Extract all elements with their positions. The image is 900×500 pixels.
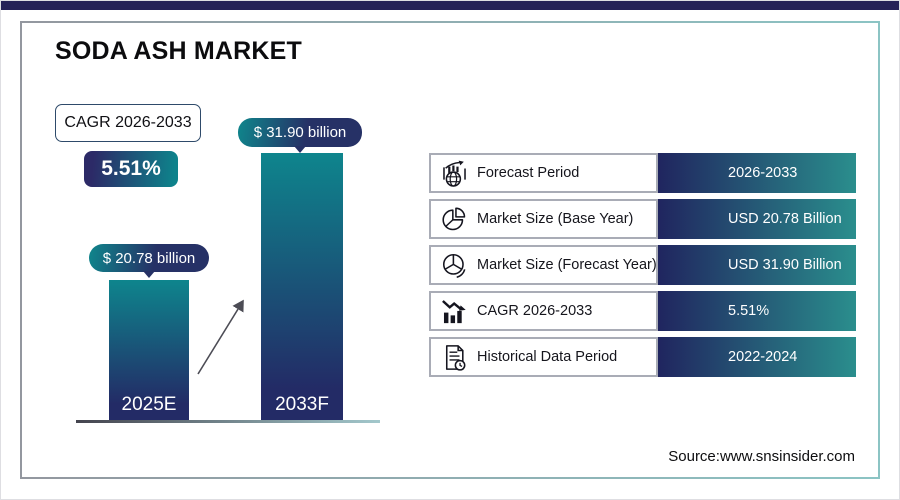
pie-chart-icon (431, 204, 477, 235)
document-clock-icon (431, 342, 477, 373)
table-value-cell: 5.51% (658, 291, 856, 331)
table-value-cell: USD 31.90 Billion (658, 245, 856, 285)
table-row-label: Market Size (Forecast Year) (477, 257, 657, 273)
bar-value-callout-2033: $ 31.90 billion (238, 118, 362, 147)
table-value-cell: 2026-2033 (658, 153, 856, 193)
cagr-period-label: CAGR 2026-2033 (64, 114, 192, 131)
table-label-cell: CAGR 2026-2033 (429, 291, 658, 331)
bar-value-callout-2025: $ 20.78 billion (89, 244, 209, 272)
chart-baseline (76, 420, 380, 423)
cagr-value-text: 5.51% (101, 157, 161, 180)
table-row-label: Market Size (Base Year) (477, 211, 634, 227)
bar-2033: 2033F (261, 153, 343, 421)
bar-value-text-2025: $ 20.78 billion (102, 249, 196, 267)
table-label-cell: Market Size (Base Year) (429, 199, 658, 239)
table-row: CAGR 2026-2033 5.51% (429, 291, 856, 331)
globe-growth-icon (431, 158, 477, 189)
table-row: Historical Data Period 2022-2024 (429, 337, 856, 377)
cagr-period-box: CAGR 2026-2033 (55, 104, 201, 142)
bar-category-label: 2033F (275, 394, 329, 415)
market-summary-table: Forecast Period 2026-2033 Market Size (B… (429, 153, 856, 377)
table-row: Forecast Period 2026-2033 (429, 153, 856, 193)
bar-value-text-2033: $ 31.90 billion (253, 124, 347, 141)
table-value-cell: 2022-2024 (658, 337, 856, 377)
table-row: Market Size (Forecast Year) USD 31.90 Bi… (429, 245, 856, 285)
source-attribution: Source:www.snsinsider.com (668, 448, 855, 465)
bar-trend-icon (431, 296, 477, 327)
growth-arrow-icon (197, 299, 244, 375)
pie-chart-exploded-icon (431, 250, 477, 281)
table-row-label: Historical Data Period (477, 349, 618, 365)
table-label-cell: Historical Data Period (429, 337, 658, 377)
table-row: Market Size (Base Year) USD 20.78 Billio… (429, 199, 856, 239)
table-row-label: CAGR 2026-2033 (477, 303, 593, 319)
table-label-cell: Forecast Period (429, 153, 658, 193)
top-accent-bar (1, 1, 899, 10)
table-row-label: Forecast Period (477, 165, 580, 181)
cagr-value-badge: 5.51% (84, 151, 178, 187)
bar-2025: 2025E (109, 280, 189, 421)
table-label-cell: Market Size (Forecast Year) (429, 245, 658, 285)
table-value-cell: USD 20.78 Billion (658, 199, 856, 239)
bar-category-label: 2025E (121, 394, 177, 415)
page-title: SODA ASH MARKET (55, 37, 302, 65)
